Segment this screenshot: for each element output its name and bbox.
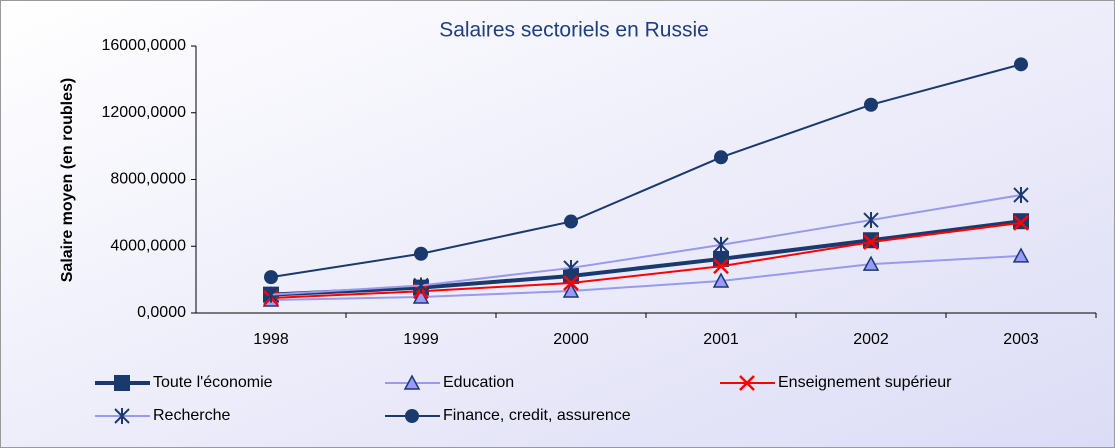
marker [1013, 187, 1029, 204]
series-line [270, 219, 1022, 297]
series-line [270, 221, 1022, 299]
marker [413, 277, 429, 294]
marker [414, 246, 428, 261]
marker [713, 258, 729, 275]
marker [712, 272, 730, 288]
legend-label: Toute l'économie [153, 374, 273, 391]
legend-label: Finance, credit, assurence [443, 407, 631, 424]
marker [863, 212, 879, 229]
marker [564, 214, 578, 229]
marker [713, 236, 729, 253]
x-tick-label: 1999 [403, 331, 439, 348]
series-line [270, 254, 1022, 301]
chart-title: Salaires sectoriels en Russie [439, 19, 709, 42]
marker [563, 275, 579, 291]
x-tick-label: 1998 [253, 331, 289, 348]
legend-marker [114, 408, 130, 424]
y-tick-label: 8000,0000 [110, 171, 186, 188]
marker [864, 97, 878, 112]
marker [264, 270, 278, 285]
series-line [270, 194, 1022, 296]
marker [863, 232, 879, 249]
y-tick-label: 4000,0000 [110, 237, 186, 254]
marker [563, 259, 579, 276]
marker [714, 150, 728, 165]
marker [862, 255, 880, 271]
legend-marker [114, 375, 130, 391]
x-tick-label: 2002 [853, 331, 889, 348]
legend-label: Education [443, 374, 514, 391]
y-axis-label: Salaire moyen (en roubles) [59, 78, 76, 283]
y-tick-label: 16000,0000 [101, 37, 186, 54]
y-tick-label: 12000,0000 [101, 104, 186, 121]
legend-marker [403, 374, 421, 390]
legend-marker [405, 409, 419, 423]
marker [863, 234, 879, 250]
x-tick-label: 2003 [1003, 331, 1039, 348]
marker [1012, 247, 1030, 263]
marker [263, 286, 279, 303]
marker [1013, 215, 1029, 231]
marker [1014, 57, 1028, 72]
x-tick-label: 2000 [553, 331, 589, 348]
legend-marker [739, 375, 755, 391]
y-tick-label: 0,0000 [137, 304, 186, 321]
legend-label: Enseignement supérieur [778, 374, 952, 391]
x-tick-label: 2001 [703, 331, 739, 348]
marker [562, 282, 580, 298]
series-line [270, 63, 1022, 279]
legend-label: Recherche [153, 407, 230, 424]
